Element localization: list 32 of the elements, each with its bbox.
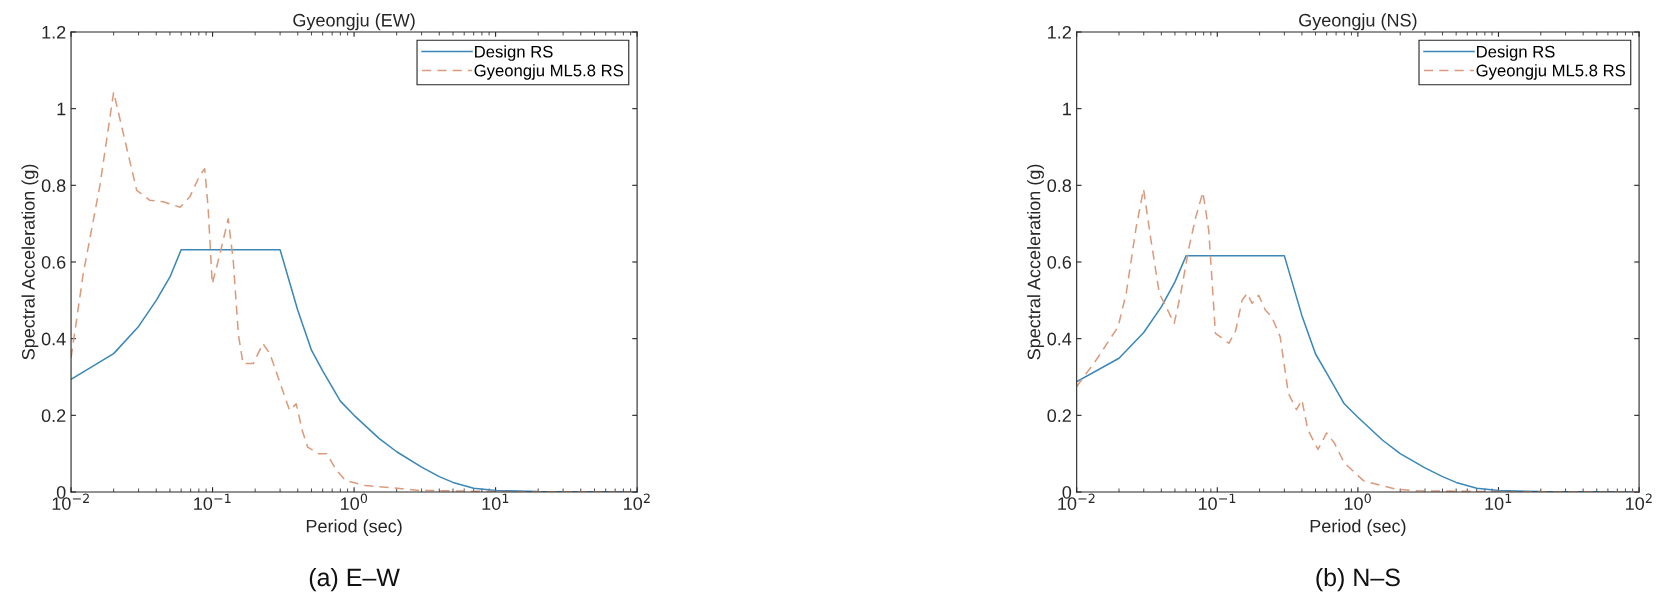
x-axis-title: Period (sec) <box>306 519 402 537</box>
x-tick-label: 10$^{0}$ <box>341 493 368 510</box>
y-tick-label: 0.6 <box>41 255 66 269</box>
legend-label: Gyeongju ML5.8 RS <box>474 64 624 80</box>
text: (a) E–W <box>309 567 400 592</box>
y-axis-title: Spectral Acceleration (g) <box>21 164 39 360</box>
text: (b) N–S <box>1316 567 1400 592</box>
legend-label: Design RS <box>475 45 553 61</box>
y-tick-label: 1 <box>1063 102 1071 116</box>
chart-title: Gyeongju (NS) <box>1299 13 1417 31</box>
y-tick-label: 1 <box>57 102 66 116</box>
x-tick-label: 10$^{2}$ <box>1626 493 1652 510</box>
x-tick-label: 10$^{0}$ <box>1344 493 1371 510</box>
x-tick-label: 10$^{1}$ <box>482 493 509 510</box>
y-tick-label: 0.2 <box>1047 409 1071 423</box>
y-tick-label: 1.2 <box>42 25 66 39</box>
y-tick-label: 0.4 <box>1047 332 1072 346</box>
y-tick-label: 0.8 <box>1047 179 1072 193</box>
y-tick-label: 0.4 <box>41 332 66 346</box>
y-tick-label: 0.2 <box>41 409 66 423</box>
x-tick-label: 10$^{2}$ <box>624 493 650 510</box>
y-tick-label: 0.6 <box>1047 255 1072 269</box>
legend-label: Gyeongju ML5.8 RS <box>1476 64 1625 80</box>
chart-title: Gyeongju (EW) <box>293 13 415 31</box>
x-tick-label: 10$^{1}$ <box>1485 493 1512 510</box>
y-tick-label: 1.2 <box>1048 25 1071 39</box>
x-axis-title: Period (sec) <box>1310 519 1406 537</box>
x-tick-label: 10$^{−1}$ <box>1198 493 1236 510</box>
legend-label: Design RS <box>1477 45 1555 61</box>
x-tick-label: 10$^{−1}$ <box>194 493 231 510</box>
y-tick-label: 0.8 <box>41 179 66 193</box>
y-axis-title: Spectral Acceleration (g) <box>1027 164 1044 360</box>
